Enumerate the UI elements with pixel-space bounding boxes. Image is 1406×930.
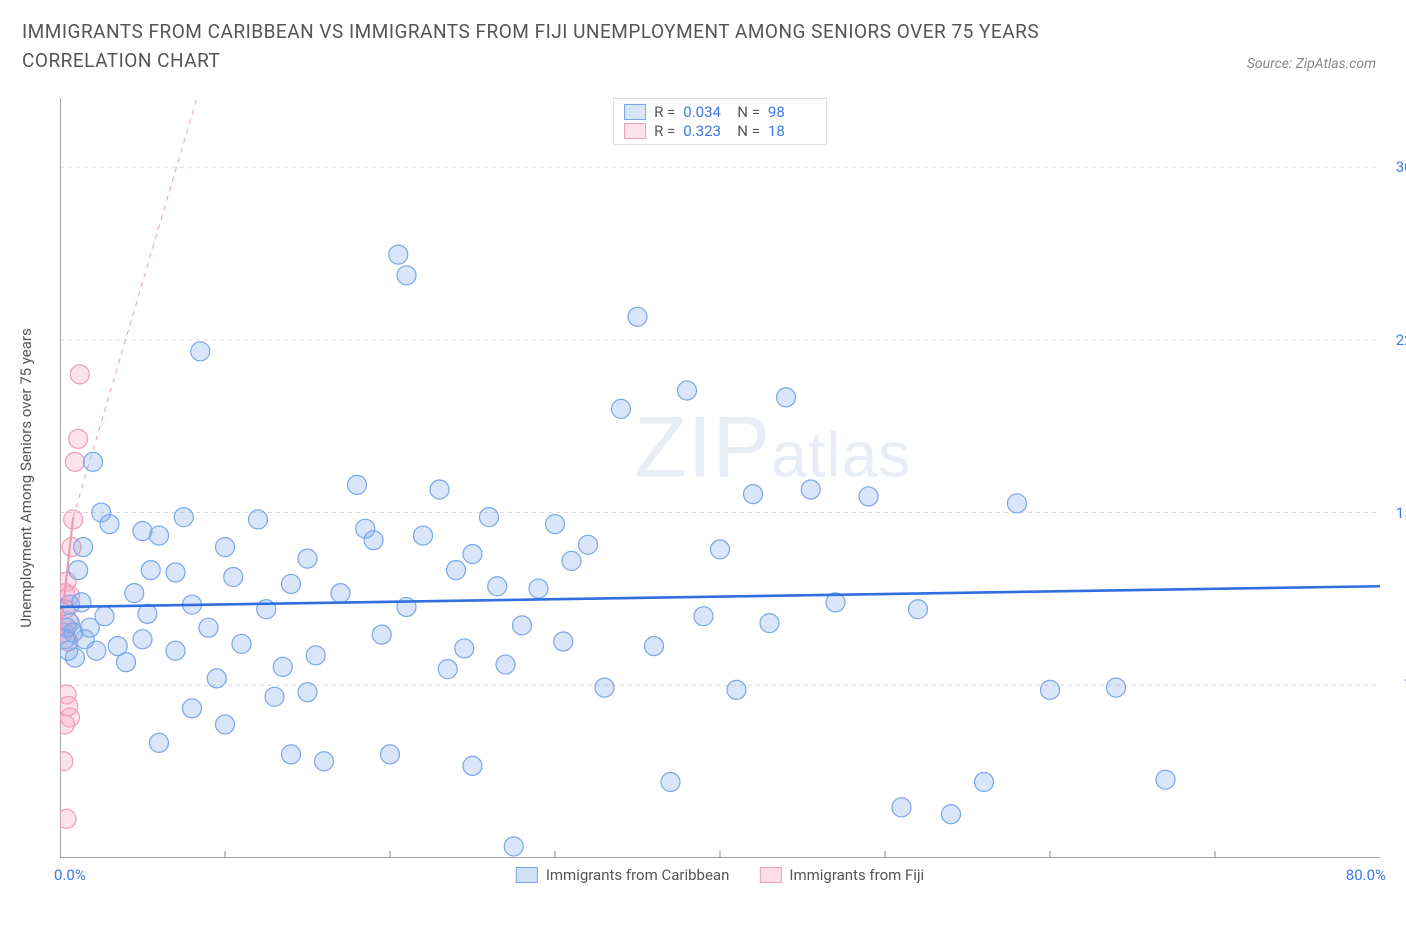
legend-item-fiji: Immigrants from Fiji	[759, 866, 924, 884]
chart-title: IMMIGRANTS FROM CARIBBEAN VS IMMIGRANTS …	[22, 18, 1142, 75]
n-value-caribbean: 98	[768, 103, 814, 121]
x-min-label: 0.0%	[54, 866, 86, 884]
legend-label-caribbean: Immigrants from Caribbean	[546, 866, 730, 884]
stats-row-caribbean: R = 0.034 N = 98	[624, 103, 814, 121]
n-label: N =	[737, 103, 760, 121]
n-value-fiji: 18	[768, 122, 814, 140]
y-axis-label: Unemployment Among Seniors over 75 years	[17, 328, 35, 627]
source-attribution: Source: ZipAtlas.com	[1247, 56, 1376, 72]
swatch-fiji	[624, 123, 646, 139]
legend-item-caribbean: Immigrants from Caribbean	[516, 866, 730, 884]
r-label: R =	[654, 103, 675, 121]
r-label: R =	[654, 122, 675, 140]
r-value-fiji: 0.323	[683, 122, 729, 140]
swatch-fiji-icon	[759, 867, 781, 883]
r-value-caribbean: 0.034	[683, 103, 729, 121]
series-legend: Immigrants from Caribbean Immigrants fro…	[516, 866, 924, 884]
swatch-caribbean	[624, 104, 646, 120]
stats-legend: R = 0.034 N = 98 R = 0.323 N = 18	[613, 98, 827, 145]
n-label: N =	[737, 122, 760, 140]
x-max-label: 80.0%	[1346, 866, 1386, 884]
stats-row-fiji: R = 0.323 N = 18	[624, 122, 814, 140]
scatter-plot	[60, 98, 1380, 858]
y-tick-label: 22.5%	[1396, 331, 1406, 349]
y-tick-label: 15.0%	[1396, 504, 1406, 522]
swatch-caribbean-icon	[516, 867, 538, 883]
chart-container: Unemployment Among Seniors over 75 years…	[60, 98, 1380, 858]
y-tick-label: 30.0%	[1396, 158, 1406, 176]
legend-label-fiji: Immigrants from Fiji	[789, 866, 924, 884]
